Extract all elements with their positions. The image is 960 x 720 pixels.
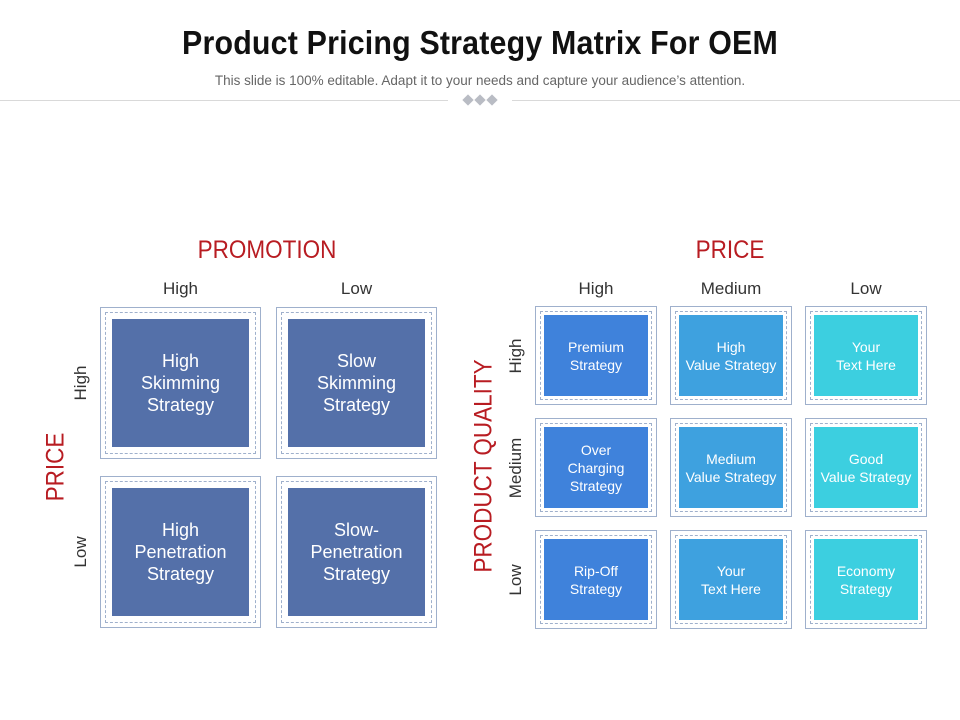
right_matrix-cell: Medium Value Strategy <box>670 418 792 517</box>
right_matrix-col-head-0: High <box>578 279 614 298</box>
right_matrix-col-head-2: Low <box>850 279 882 298</box>
left_matrix-cell: Slow- Penetration Strategy <box>276 476 437 628</box>
left_matrix-col-head-0: High <box>163 279 198 298</box>
left_matrix-cell-label: High Penetration Strategy <box>112 488 249 616</box>
page-subtitle: This slide is 100% editable. Adapt it to… <box>214 73 746 88</box>
right_matrix-cell-label: High Value Strategy <box>679 315 783 396</box>
right_matrix-cell: Economy Strategy <box>805 530 927 629</box>
right_matrix-cell-label: Premium Strategy <box>544 315 648 396</box>
right_matrix-cell-label: Good Value Strategy <box>814 427 918 508</box>
right-matrix-top-axis-title: PRICE <box>695 236 765 264</box>
right_matrix-cell: Over Charging Strategy <box>535 418 657 517</box>
left-matrix-top-axis-title: PROMOTION <box>197 236 337 264</box>
right_matrix-cell-label: Your Text Here <box>679 539 783 620</box>
right_matrix-cell-label: Rip-Off Strategy <box>544 539 648 620</box>
left_matrix-cell-label: High Skimming Strategy <box>112 319 249 447</box>
left_matrix-cell: High Penetration Strategy <box>100 476 261 628</box>
right_matrix-cell: Your Text Here <box>805 306 927 405</box>
left-matrix-side-axis-title: PRICE <box>41 432 70 502</box>
right_matrix-row-head-2: Low <box>506 563 525 596</box>
page-title: Product Pricing Strategy Matrix For OEM <box>182 24 778 61</box>
right_matrix-cell: Premium Strategy <box>535 306 657 405</box>
divider-left <box>0 100 448 101</box>
left_matrix-row-head-1: Low <box>71 536 90 568</box>
right_matrix-cell-label: Your Text Here <box>814 315 918 396</box>
right_matrix-cell-label: Medium Value Strategy <box>679 427 783 508</box>
right_matrix-col-head-1: Medium <box>700 279 762 298</box>
right-matrix-side-axis-title: PRODUCT QUALITY <box>469 359 498 573</box>
right_matrix-cell: High Value Strategy <box>670 306 792 405</box>
divider-ornament <box>462 94 498 107</box>
left_matrix-col-head-1: Low <box>340 279 373 298</box>
left_matrix-cell-label: Slow Skimming Strategy <box>288 319 425 447</box>
right_matrix-cell: Your Text Here <box>670 530 792 629</box>
right_matrix-row-head-0: High <box>506 338 525 373</box>
left_matrix-row-head-0: High <box>71 365 90 401</box>
right_matrix-row-head-1: Medium <box>506 437 525 498</box>
left_matrix-cell-label: Slow- Penetration Strategy <box>288 488 425 616</box>
left_matrix-cell: High Skimming Strategy <box>100 307 261 459</box>
divider-right <box>512 100 960 101</box>
right_matrix-cell: Rip-Off Strategy <box>535 530 657 629</box>
right_matrix-cell: Good Value Strategy <box>805 418 927 517</box>
left_matrix-cell: Slow Skimming Strategy <box>276 307 437 459</box>
right_matrix-cell-label: Over Charging Strategy <box>544 427 648 508</box>
right_matrix-cell-label: Economy Strategy <box>814 539 918 620</box>
